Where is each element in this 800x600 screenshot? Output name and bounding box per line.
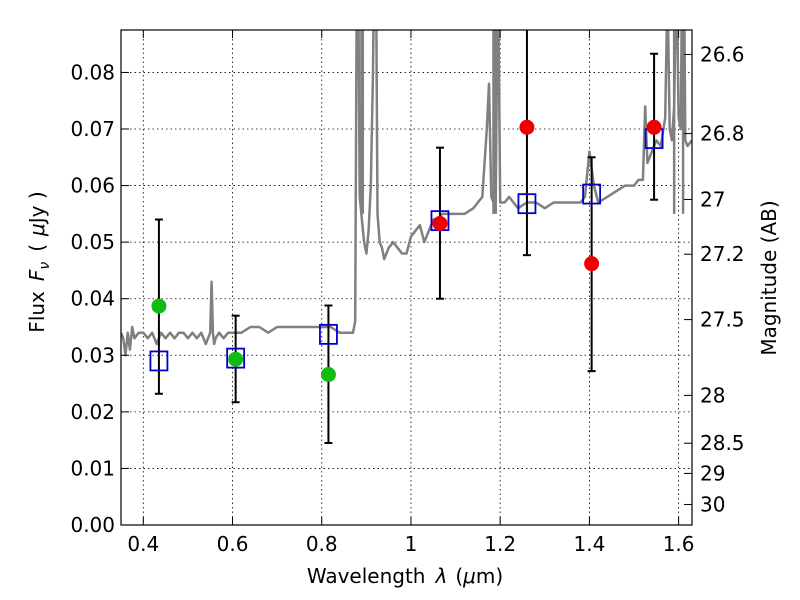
model-box-marker	[149, 350, 169, 372]
spectrum-line	[121, 30, 692, 357]
x-tick-label: 0.8	[306, 532, 338, 556]
observed-point	[320, 367, 336, 383]
observed-point	[584, 256, 600, 272]
y2-tick-label: 28	[700, 383, 725, 407]
model-box-marker	[319, 323, 338, 345]
y-tick-label: 0.05	[70, 230, 115, 254]
y-tick-label: 0.04	[70, 287, 115, 311]
y2-tick-label: 28.5	[700, 431, 745, 455]
y2-tick-label: 27.5	[700, 308, 745, 332]
y-tick-label: 0.08	[70, 60, 115, 84]
y-tick-label: 0.01	[70, 456, 115, 480]
x-tick-label: 0.4	[127, 532, 159, 556]
plot-frame	[120, 29, 693, 526]
y2-tick-label: 29	[700, 461, 725, 485]
y2-tick-label: 26.6	[700, 42, 745, 66]
x-tick-label: 1.4	[573, 532, 605, 556]
y2-tick-label: 27	[700, 187, 725, 211]
observed-point	[151, 298, 167, 314]
y2-tick-label: 26.8	[700, 122, 745, 146]
x-tick-label: 1.2	[484, 532, 516, 556]
x-tick-label: 1.6	[663, 532, 695, 556]
model-box-marker	[226, 347, 246, 369]
observed-points	[149, 119, 664, 383]
y-tick-label: 0.00	[70, 513, 115, 537]
y-axis-label: FluxFν(μJy )	[25, 191, 53, 332]
observed-point	[646, 119, 662, 135]
y-tick-label: 0.02	[70, 400, 115, 424]
plot-area	[121, 30, 692, 357]
model-box-marker	[582, 183, 602, 205]
x-axis-label: Wavelength λ (μm)	[307, 564, 503, 588]
y-tick-label: 0.07	[70, 117, 115, 141]
model-box-marker	[517, 193, 537, 215]
y-tick-label: 0.03	[70, 343, 115, 367]
y2-tick-label: 27.2	[700, 242, 745, 266]
observed-point	[228, 351, 244, 367]
axis-ticks: 0.4 0.6 0.8 1 1.2 1.4 1.6 0.00 0.01 0.02 0.03 0.04 0…	[70, 30, 745, 556]
observed-point	[519, 119, 535, 135]
y-tick-label: 0.06	[70, 174, 115, 198]
y2-axis-label: Magnitude (AB)	[757, 200, 781, 355]
x-tick-label: 1	[405, 532, 418, 556]
grid	[121, 30, 692, 525]
observed-point	[432, 215, 448, 231]
x-tick-label: 0.6	[217, 532, 249, 556]
y2-tick-label: 30	[700, 492, 725, 516]
